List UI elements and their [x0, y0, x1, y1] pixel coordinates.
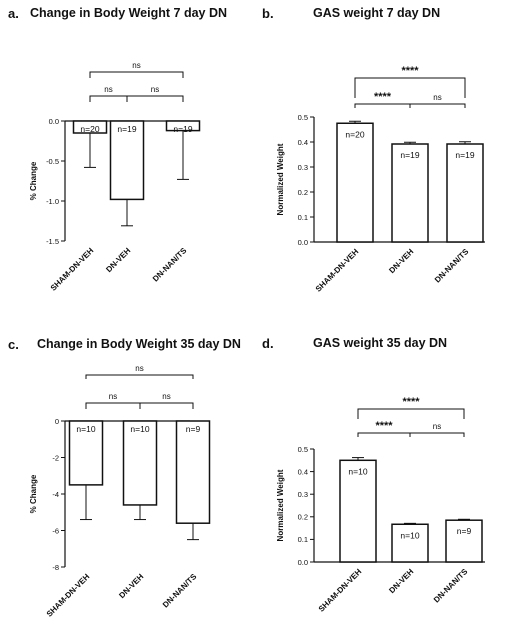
bar [391, 143, 429, 243]
y-tick-label: 0.0 [298, 558, 308, 567]
bar [445, 519, 483, 563]
category-label: DN-NAN/TS [161, 572, 199, 610]
n-label: n=10 [130, 424, 149, 434]
significance-label: ns [109, 392, 117, 401]
panel-letter: b. [262, 6, 274, 21]
y-tick-label: 0.0 [49, 117, 59, 126]
significance-bracket [357, 432, 411, 437]
category-label: SHAM-DN-VEH [317, 567, 364, 614]
significance-bracket [89, 95, 128, 102]
significance-bracket [354, 77, 466, 98]
significance-bracket [139, 402, 194, 409]
y-tick-label: 0.1 [298, 535, 308, 544]
y-tick-label: 0.2 [298, 513, 308, 522]
y-tick-label: 0.1 [298, 213, 308, 222]
category-label: DN-VEH [387, 567, 415, 595]
y-tick-label: 0.4 [298, 138, 308, 147]
significance-label: ns [132, 61, 140, 70]
category-label: DN-NAN/TS [432, 567, 470, 605]
n-label: n=9 [457, 526, 472, 536]
significance-label: **** [375, 420, 393, 432]
bar [391, 523, 429, 563]
significance-bracket [354, 103, 411, 108]
y-tick-label: 0 [55, 417, 59, 426]
significance-bracket [89, 71, 184, 78]
bar [68, 420, 104, 486]
n-label: n=10 [76, 424, 95, 434]
n-label: n=10 [348, 466, 367, 476]
n-label: n=19 [455, 150, 474, 160]
significance-bracket [409, 432, 465, 437]
y-tick-label: 0.4 [298, 467, 308, 476]
significance-label: ns [162, 392, 170, 401]
y-axis-label: Normalized Weight [276, 143, 285, 215]
significance-label: **** [402, 396, 420, 408]
significance-label: ns [433, 93, 441, 102]
significance-bracket [409, 103, 466, 108]
n-label: n=9 [186, 424, 201, 434]
significance-bracket [85, 374, 194, 379]
y-tick-label: -1.5 [46, 237, 59, 246]
category-label: SHAM-DN-VEH [49, 246, 96, 293]
category-label: DN-NAN/TS [151, 246, 189, 284]
y-tick-label: 0.5 [298, 445, 308, 454]
category-label: DN-NAN/TS [433, 247, 471, 285]
y-tick-label: 0.3 [298, 163, 308, 172]
y-tick-label: -4 [52, 490, 59, 499]
y-tick-label: -1.0 [46, 197, 59, 206]
y-axis-label: % Change [29, 474, 38, 513]
n-label: n=19 [117, 124, 136, 134]
panel-title: GAS weight 35 day DN [313, 336, 448, 350]
bar [446, 143, 484, 243]
bar [122, 420, 158, 506]
y-axis-label: Normalized Weight [276, 469, 285, 541]
panel-title: Change in Body Weight 7 day DN [30, 6, 228, 20]
n-label: n=19 [400, 150, 419, 160]
panel-letter: d. [262, 336, 274, 351]
n-label: n=20 [80, 124, 99, 134]
panel-letter: c. [8, 337, 19, 352]
significance-label: **** [374, 91, 392, 103]
significance-bracket [357, 408, 465, 419]
category-label: DN-VEH [117, 572, 145, 600]
significance-bracket [85, 402, 141, 409]
panel-letter: a. [8, 6, 19, 21]
bar [339, 459, 377, 563]
panel-title: GAS weight 7 day DN [313, 6, 441, 20]
y-tick-label: 0.5 [298, 113, 308, 122]
y-axis-label: % Change [29, 161, 38, 200]
significance-label: ns [135, 364, 143, 373]
y-tick-label: -6 [52, 526, 59, 535]
n-label: n=19 [173, 124, 192, 134]
panel-title: Change in Body Weight 35 day DN [37, 337, 241, 351]
significance-bracket [126, 95, 184, 102]
category-label: SHAM-DN-VEH [314, 247, 361, 294]
bar [175, 420, 211, 524]
y-tick-label: 0.3 [298, 490, 308, 499]
category-label: DN-VEH [104, 246, 132, 274]
significance-label: ns [104, 85, 112, 94]
bar [336, 122, 374, 243]
y-tick-label: -2 [52, 453, 59, 462]
n-label: n=20 [345, 129, 364, 139]
significance-label: ns [433, 422, 441, 431]
y-tick-label: 0.0 [298, 238, 308, 247]
y-tick-label: -8 [52, 563, 59, 572]
y-tick-label: 0.2 [298, 188, 308, 197]
category-label: SHAM-DN-VEH [45, 572, 92, 619]
category-label: DN-VEH [387, 247, 415, 275]
significance-label: ns [151, 85, 159, 94]
y-tick-label: -0.5 [46, 157, 59, 166]
significance-label: **** [401, 65, 419, 77]
n-label: n=10 [400, 530, 419, 540]
